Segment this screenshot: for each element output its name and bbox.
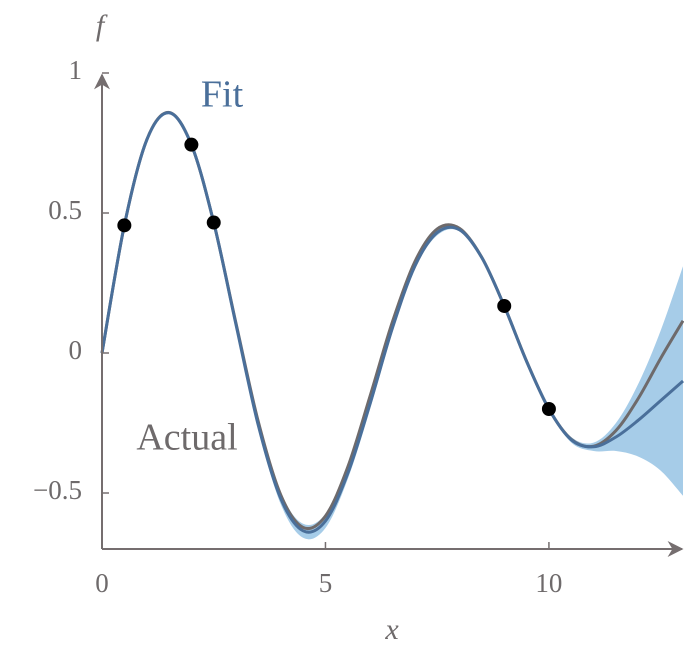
y-tick-label: 1 [69, 55, 83, 85]
data-point [184, 137, 199, 152]
y-axis-label: f [96, 9, 108, 42]
points-layer [117, 137, 556, 416]
data-point [541, 402, 556, 416]
x-tick-label: 5 [319, 568, 333, 598]
x-axis-label: x [384, 613, 399, 646]
x-tick-label: 10 [535, 568, 562, 598]
data-point [117, 218, 132, 233]
fit-annotation: Fit [201, 74, 244, 116]
series-line [100, 110, 684, 531]
y-tick-label: 0.5 [48, 195, 82, 225]
axes-layer: 0 5 10 −0.5 0 0.5 1 [33, 55, 684, 598]
data-point [497, 298, 512, 313]
x-tick-label: 0 [95, 568, 109, 598]
actual-annotation: Actual [136, 417, 237, 459]
y-tick-label: 0 [69, 335, 83, 365]
lines-layer [100, 110, 684, 534]
data-point [206, 215, 221, 230]
y-tick-label: −0.5 [33, 475, 82, 505]
